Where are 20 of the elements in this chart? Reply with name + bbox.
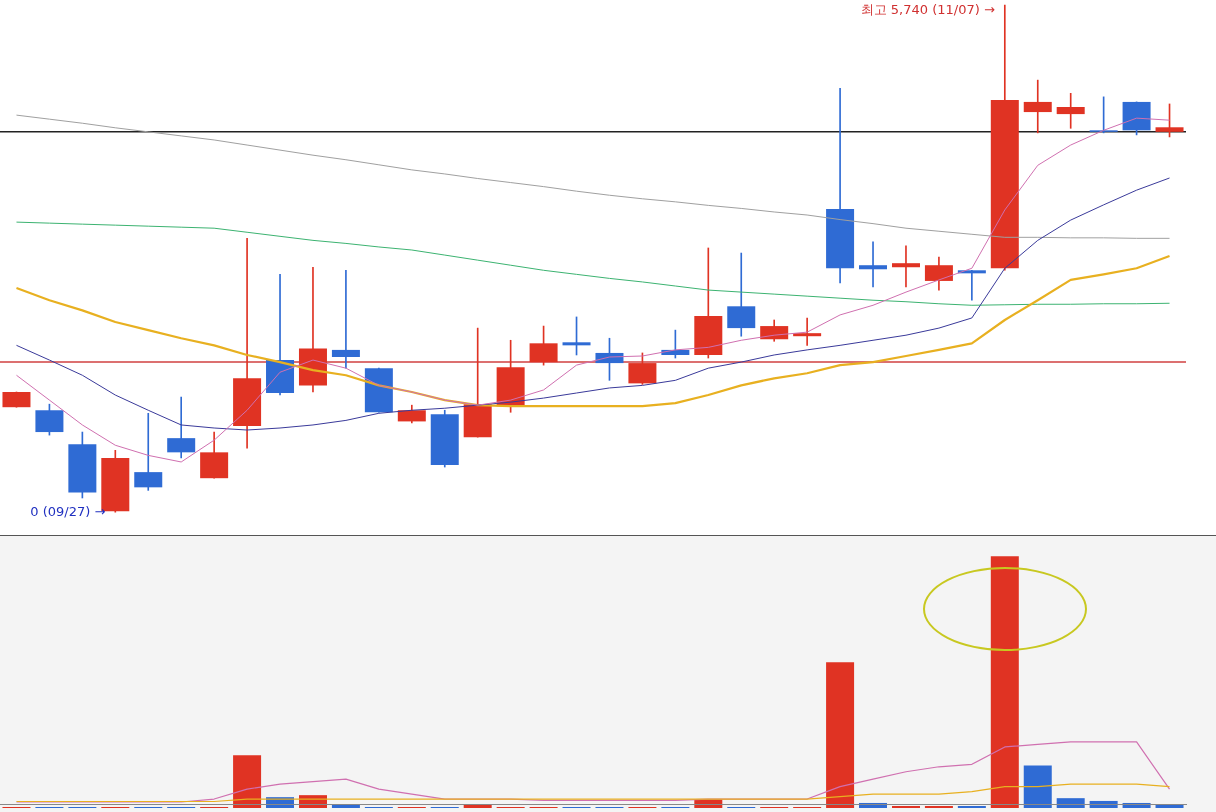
- bar: [990, 556, 1019, 808]
- bar: [1155, 804, 1184, 808]
- candlestick: [793, 317, 822, 346]
- bar: [233, 755, 262, 808]
- candlestick: [134, 412, 163, 491]
- bar: [826, 662, 855, 808]
- candlestick: [859, 241, 888, 288]
- candlestick: [891, 245, 920, 288]
- candlestick: [233, 238, 262, 449]
- candlestick: [331, 269, 360, 369]
- bar: [924, 805, 953, 808]
- candlestick: [1056, 92, 1085, 129]
- bar: [331, 804, 360, 808]
- bar: [1056, 798, 1085, 808]
- bar: [891, 805, 920, 808]
- bar: [957, 805, 986, 808]
- candlestick: [1023, 79, 1052, 134]
- bar: [1023, 765, 1052, 808]
- annotation: 0 (09/27) →: [30, 503, 106, 519]
- annotation: 최고 5,740 (11/07) →: [860, 2, 995, 18]
